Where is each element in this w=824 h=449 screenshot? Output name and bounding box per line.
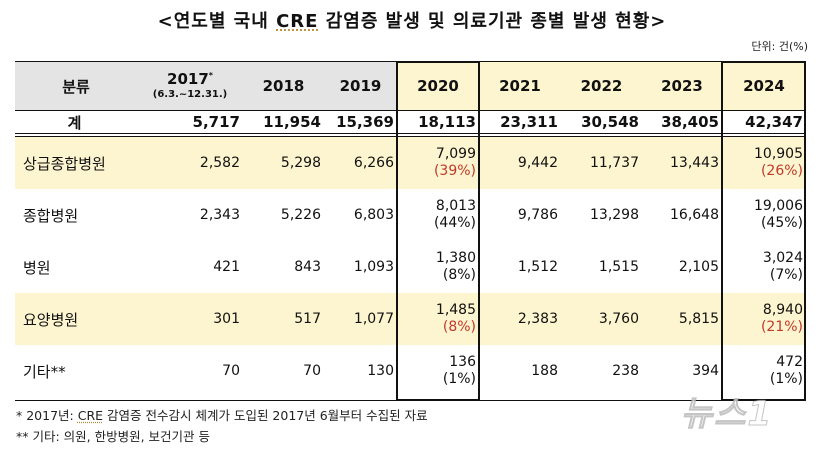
total-2018: 11,954	[263, 113, 321, 131]
cell-2024: 8,940 (21%)	[760, 301, 803, 336]
total-2017: 5,717	[192, 113, 240, 131]
header-2017: 2017* (6.3.~12.31.)	[137, 62, 243, 110]
row-label: 기타**	[23, 362, 66, 381]
percent: (26%)	[760, 163, 803, 179]
percent: (1%)	[769, 371, 803, 387]
table-row: 요양병원 301 517 1,077 1,485 (8%) 2,383 3,76…	[15, 293, 806, 345]
table-row: 병원 421 843 1,093 1,380 (8%) 1,512 1,515 …	[15, 241, 806, 293]
percent: (21%)	[760, 319, 803, 335]
total-2023: 38,405	[661, 113, 719, 131]
header-2022: 2022	[561, 62, 642, 110]
unit-label: 단위: 건(%)	[751, 40, 808, 53]
cre-table: 분류 2017* (6.3.~12.31.) 2018 2019 2020 20…	[15, 61, 806, 397]
header-row: 분류 2017* (6.3.~12.31.) 2018 2019 2020 20…	[15, 62, 806, 111]
cell-2024: 19,006 (45%)	[754, 197, 803, 232]
total-2021: 23,311	[500, 113, 558, 131]
percent: (8%)	[442, 319, 476, 335]
header-2024: 2024	[722, 62, 806, 110]
row-label: 병원	[23, 258, 51, 277]
row-label: 상급종합병원	[23, 154, 106, 173]
percent: (39%)	[433, 163, 476, 179]
cell-2020: 1,485 (8%)	[435, 301, 476, 336]
cell-2020: 8,013 (44%)	[433, 197, 476, 232]
percent: (8%)	[442, 267, 476, 283]
table-row: 기타** 70 70 130 136 (1%) 188 238 394 472 …	[15, 345, 806, 397]
footnotes: * 2017년: CRE 감염증 전수감시 체계가 도입된 2017년 6월부터…	[16, 405, 428, 447]
footnote-other: ** 기타: 의원, 한방병원, 보건기관 등	[16, 429, 211, 444]
percent: (1%)	[442, 371, 476, 387]
header-category: 분류	[15, 62, 137, 110]
header-2018: 2018	[243, 62, 324, 110]
row-label: 종합병원	[23, 206, 79, 225]
table-row: 상급종합병원 2,582 5,298 6,266 7,099 (39%) 9,4…	[15, 137, 806, 189]
cell-2024: 472 (1%)	[769, 353, 803, 388]
total-row: 계 5,717 11,954 15,369 18,113 23,311 30,5…	[15, 111, 806, 137]
total-2019: 15,369	[336, 113, 394, 131]
table-row: 종합병원 2,343 5,226 6,803 8,013 (44%) 9,786…	[15, 189, 806, 241]
cre-term: CRE	[276, 11, 319, 32]
header-2023: 2023	[642, 62, 722, 110]
total-2024: 42,347	[745, 113, 803, 131]
total-label: 계	[67, 113, 82, 132]
row-label: 요양병원	[23, 310, 79, 329]
percent: (44%)	[433, 215, 476, 231]
cell-2024: 10,905 (26%)	[754, 145, 803, 180]
cell-2020: 1,380 (8%)	[435, 249, 476, 284]
percent: (45%)	[760, 215, 803, 231]
table-bottom-border	[15, 400, 806, 401]
footnote-2017: * 2017년: CRE 감염증 전수감시 체계가 도입된 2017년 6월부터…	[16, 408, 428, 423]
news1-watermark-logo: 뉴스1	[680, 393, 774, 434]
cell-2020: 7,099 (39%)	[433, 145, 476, 180]
table-title: <연도별 국내 CRE 감염증 발생 및 의료기관 종별 발생 현황>	[157, 11, 667, 32]
total-2022: 30,548	[581, 113, 639, 131]
total-2020: 18,113	[418, 113, 476, 131]
percent: (7%)	[769, 267, 803, 283]
header-2019: 2019	[324, 62, 397, 110]
header-2020: 2020	[397, 62, 479, 110]
header-2021: 2021	[479, 62, 561, 110]
cell-2024: 3,024 (7%)	[762, 249, 803, 284]
cell-2020: 136 (1%)	[442, 353, 476, 388]
